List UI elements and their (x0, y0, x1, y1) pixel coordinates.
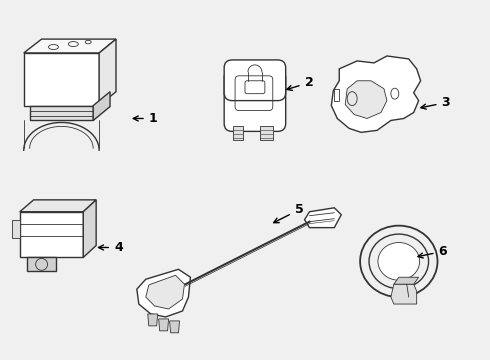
Text: 3: 3 (421, 96, 450, 109)
Polygon shape (93, 92, 110, 121)
Polygon shape (159, 319, 169, 331)
Polygon shape (331, 56, 420, 132)
Polygon shape (146, 275, 184, 309)
Polygon shape (83, 200, 96, 257)
Text: 5: 5 (274, 203, 303, 223)
Polygon shape (170, 321, 179, 333)
Polygon shape (12, 220, 20, 238)
Polygon shape (345, 81, 387, 118)
Polygon shape (233, 126, 243, 140)
Text: 2: 2 (287, 76, 313, 90)
FancyBboxPatch shape (224, 60, 286, 100)
Text: 6: 6 (418, 245, 447, 258)
Polygon shape (24, 53, 99, 105)
Text: 1: 1 (133, 112, 157, 125)
Polygon shape (305, 208, 341, 228)
Ellipse shape (378, 243, 419, 280)
Polygon shape (26, 257, 56, 271)
Polygon shape (260, 126, 273, 140)
Polygon shape (394, 277, 418, 284)
Polygon shape (99, 39, 116, 105)
Text: 4: 4 (98, 241, 123, 254)
FancyBboxPatch shape (224, 70, 286, 131)
Polygon shape (391, 284, 416, 304)
Polygon shape (148, 314, 158, 326)
Polygon shape (20, 212, 83, 257)
Polygon shape (137, 269, 191, 317)
Polygon shape (30, 105, 93, 121)
Polygon shape (24, 39, 116, 53)
Polygon shape (20, 200, 96, 212)
